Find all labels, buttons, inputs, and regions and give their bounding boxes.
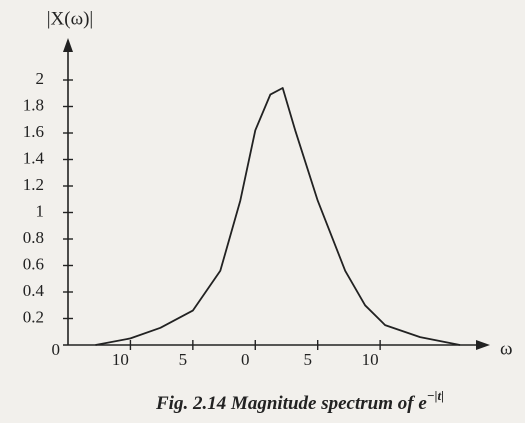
x-axis-arrow	[476, 340, 490, 350]
y-tick-label: 0	[52, 340, 61, 359]
x-tick-label: 0	[241, 350, 250, 369]
y-tick-label: 1.6	[23, 122, 44, 141]
x-tick-label: 5	[303, 350, 312, 369]
y-tick-label: 1.4	[23, 148, 45, 167]
y-tick-label: 0.2	[23, 307, 44, 326]
y-axis-label: |X(ω)|	[47, 8, 94, 29]
y-tick-label: 2	[36, 69, 45, 88]
caption: Fig. 2.14 Magnitude spectrum of e−|t|	[155, 388, 444, 414]
y-tick-label: 1	[36, 201, 45, 220]
y-tick-label: 0.4	[23, 281, 45, 300]
x-tick-label: 10	[112, 350, 129, 369]
y-tick-label: 0.8	[23, 228, 44, 247]
x-axis-label: ω	[500, 338, 513, 359]
y-tick-label: 1.8	[23, 95, 44, 114]
x-tick-label: 10	[362, 350, 379, 369]
caption-exponent: −|t|	[427, 388, 444, 403]
y-axis-arrow	[63, 38, 73, 52]
spectrum-curve	[95, 87, 461, 346]
caption-text: Fig. 2.14 Magnitude spectrum of e	[155, 393, 427, 414]
y-tick-label: 1.2	[23, 175, 44, 194]
y-tick-label: 0.6	[23, 254, 44, 273]
x-tick-label: 5	[179, 350, 188, 369]
